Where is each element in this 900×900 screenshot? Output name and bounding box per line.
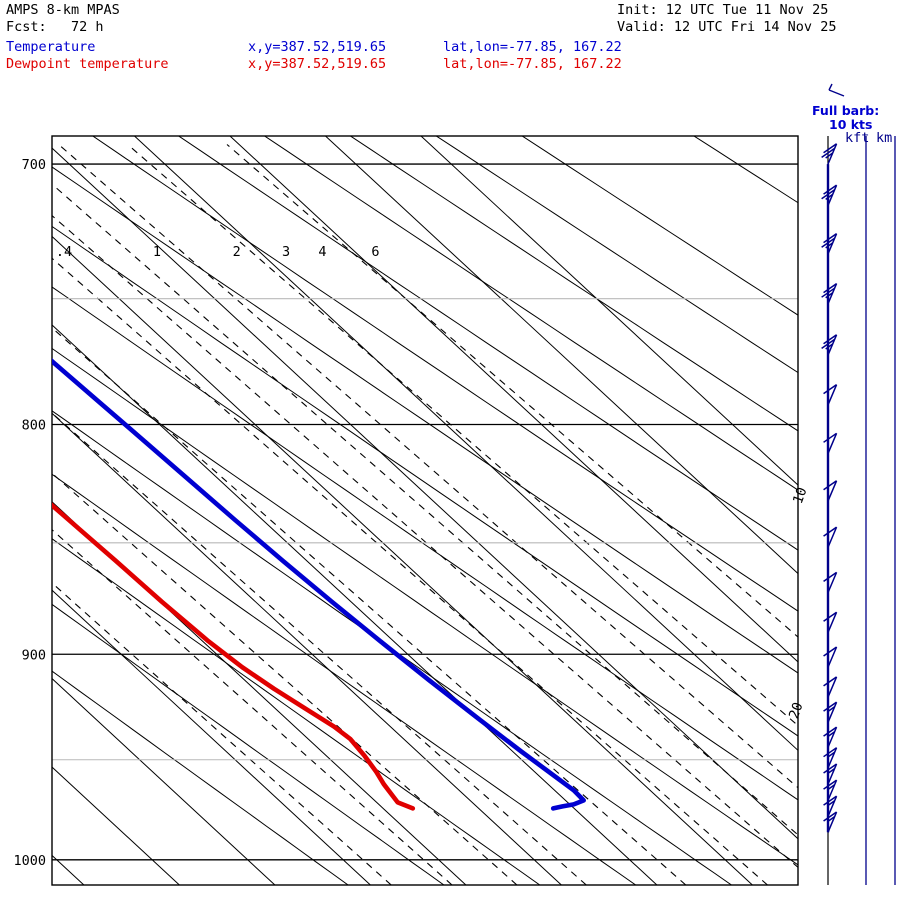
- wind-barb: [823, 701, 838, 723]
- temperature-xy: x,y=387.52,519.65: [248, 39, 387, 55]
- mixing-ratio-labels: .4 1 2 3 4 6 10 20: [56, 244, 811, 721]
- major-pressure-gridlines: [52, 163, 798, 861]
- wind-barb: [823, 811, 838, 833]
- dry-adiabat-lines: [52, 136, 798, 885]
- km-axis-label: km: [876, 130, 892, 146]
- temperature-trace: [52, 358, 586, 811]
- mixing-ratio-label: 6: [371, 244, 379, 260]
- mixing-ratio-label: 3: [282, 244, 290, 260]
- kft-axis-label: kft: [845, 130, 869, 146]
- dewpoint-trace: [52, 502, 416, 811]
- pressure-axis-labels: 700 800 900 1000: [13, 157, 46, 869]
- example-barb-icon: [828, 83, 845, 97]
- forecast-hour: Fcst: 72 h: [6, 19, 104, 35]
- isotherm-lines: [52, 136, 798, 885]
- mixing-ratio-lines: [52, 144, 798, 885]
- wind-barb-panel: [821, 136, 838, 885]
- wind-barb: [823, 646, 838, 668]
- pressure-tick-label: 800: [22, 418, 46, 434]
- pressure-tick-label: 1000: [13, 853, 46, 869]
- wind-barb: [823, 726, 838, 748]
- dewpoint-latlon: lat,lon=-77.85, 167.22: [443, 56, 622, 72]
- minor-pressure-gridlines: [52, 298, 798, 761]
- plot-frame: [51, 135, 799, 886]
- wind-barb: [823, 384, 838, 406]
- wind-barb: [823, 432, 838, 454]
- valid-time: Valid: 12 UTC Fri 14 Nov 25: [617, 19, 837, 35]
- temperature-latlon: lat,lon=-77.85, 167.22: [443, 39, 622, 55]
- pressure-tick-label: 900: [22, 647, 46, 663]
- mixing-ratio-label: 4: [318, 244, 326, 260]
- wind-barb: [823, 676, 838, 698]
- full-barb-title-line2: 10 kts: [829, 117, 873, 132]
- wind-barb: [821, 143, 838, 165]
- wind-barb: [823, 611, 838, 633]
- mixing-ratio-label: .4: [56, 244, 72, 260]
- wind-barb: [823, 480, 838, 502]
- mixing-ratio-label: 1: [153, 244, 161, 260]
- dewpoint-legend: Dewpoint temperature: [6, 56, 169, 72]
- mixing-ratio-side-label: 10: [790, 485, 811, 506]
- wind-barb: [823, 526, 838, 548]
- mixing-ratio-side-label: 20: [786, 700, 807, 721]
- mixing-ratio-label: 2: [233, 244, 241, 260]
- temperature-legend: Temperature: [6, 39, 96, 55]
- wind-barb: [823, 571, 838, 593]
- dewpoint-xy: x,y=387.52,519.65: [248, 56, 387, 72]
- pressure-tick-label: 700: [22, 157, 46, 173]
- init-time: Init: 12 UTC Tue 11 Nov 25: [617, 2, 829, 18]
- full-barb-title-line1: Full barb:: [812, 103, 880, 118]
- model-title: AMPS 8-km MPAS: [6, 2, 120, 18]
